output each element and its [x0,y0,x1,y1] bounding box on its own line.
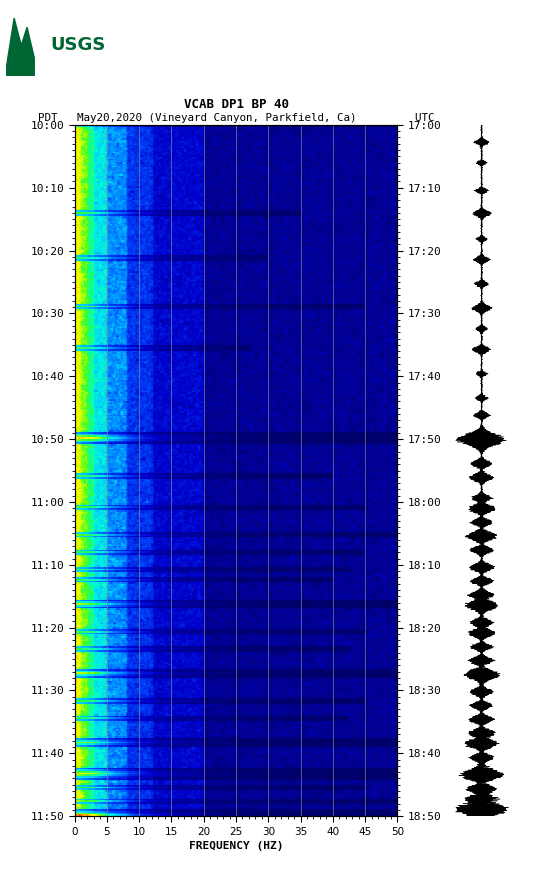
Text: PDT   May20,2020 (Vineyard Canyon, Parkfield, Ca)         UTC: PDT May20,2020 (Vineyard Canyon, Parkfie… [38,113,434,123]
X-axis label: FREQUENCY (HZ): FREQUENCY (HZ) [189,841,283,851]
Polygon shape [6,18,34,76]
Text: VCAB DP1 BP 40: VCAB DP1 BP 40 [184,98,289,112]
Text: USGS: USGS [50,37,105,54]
